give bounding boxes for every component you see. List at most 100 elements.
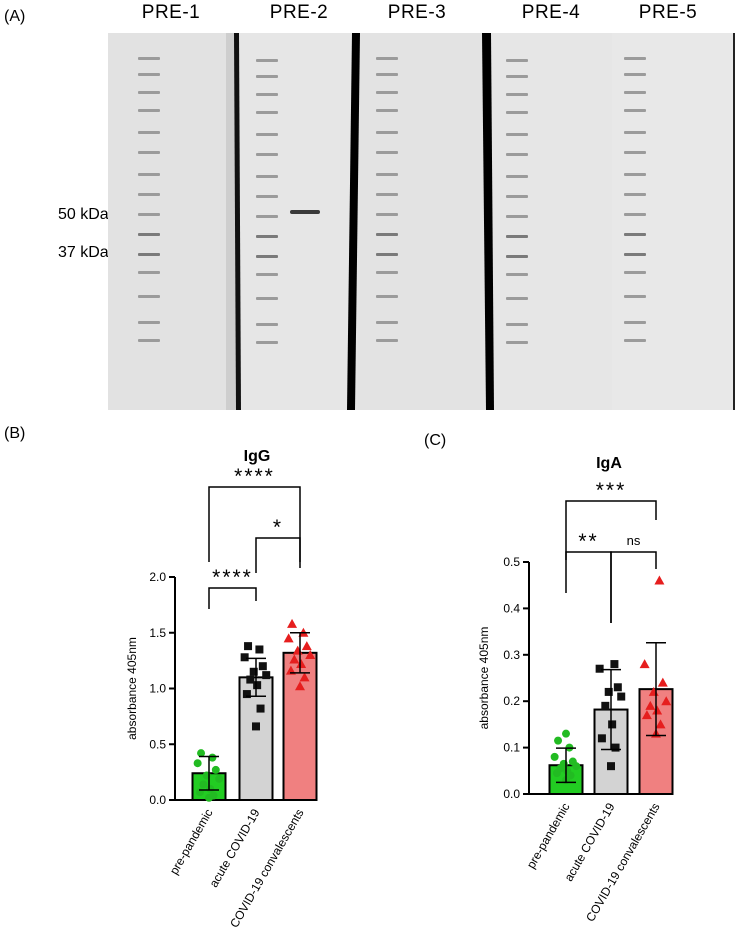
data-point bbox=[240, 653, 249, 662]
ladder-band bbox=[138, 173, 160, 176]
lane-label-pre-4: PRE-4 bbox=[521, 2, 581, 23]
ladder-band bbox=[624, 151, 646, 154]
ladder-band bbox=[506, 93, 528, 96]
ladder-band bbox=[376, 253, 398, 256]
data-point bbox=[657, 677, 668, 687]
ladder-band bbox=[624, 213, 646, 216]
ladder-band bbox=[256, 341, 278, 344]
data-point bbox=[563, 766, 572, 775]
y-tick-label: 1.0 bbox=[149, 682, 166, 696]
ladder-band bbox=[506, 175, 528, 178]
data-point bbox=[255, 645, 264, 654]
ladder-band bbox=[506, 195, 528, 198]
ladder-band bbox=[256, 153, 278, 156]
ladder-band bbox=[376, 151, 398, 154]
ladder-band bbox=[506, 341, 528, 344]
ladder-band bbox=[256, 273, 278, 276]
ladder-band bbox=[138, 91, 160, 94]
data-point bbox=[283, 633, 294, 643]
data-point bbox=[246, 675, 255, 684]
significance-bracket bbox=[565, 500, 657, 560]
data-point bbox=[641, 710, 652, 720]
ladder-band bbox=[624, 295, 646, 298]
significance-bracket bbox=[565, 551, 612, 623]
data-point bbox=[617, 692, 626, 701]
y-tick-label: 0.1 bbox=[503, 741, 520, 755]
data-point bbox=[208, 753, 217, 762]
data-point bbox=[639, 659, 650, 669]
ladder-band bbox=[138, 233, 160, 236]
lane-label-pre-1: PRE-1 bbox=[141, 2, 201, 23]
y-tick-label: 0.5 bbox=[503, 555, 520, 569]
significance-label: *** bbox=[596, 479, 627, 502]
ladder-band bbox=[376, 109, 398, 112]
ladder-band bbox=[138, 109, 160, 112]
ladder-band bbox=[506, 323, 528, 326]
ladder-band bbox=[138, 213, 160, 216]
panel-label-b: (B) bbox=[4, 425, 26, 442]
ladder-band bbox=[256, 133, 278, 136]
lane-label-pre-5: PRE-5 bbox=[638, 2, 698, 23]
category-label: pre-pandemic bbox=[524, 801, 573, 872]
ladder-band bbox=[376, 91, 398, 94]
data-point bbox=[197, 749, 206, 758]
y-tick-label: 0.2 bbox=[503, 694, 520, 708]
ladder-band bbox=[624, 73, 646, 76]
ladder-band bbox=[376, 271, 398, 274]
ladder-band bbox=[138, 253, 160, 256]
y-tick-label: 0.5 bbox=[149, 737, 166, 751]
significance-bracket bbox=[255, 537, 301, 573]
ladder-bands bbox=[138, 57, 646, 344]
ladder-band bbox=[376, 173, 398, 176]
ladder-band bbox=[624, 233, 646, 236]
ladder-band bbox=[256, 175, 278, 178]
data-point bbox=[262, 671, 271, 680]
data-point bbox=[613, 683, 622, 692]
iga-bar-chart: IgA 0.0 0.1 0.2 0.3 0.4 0.5 absorbance 405nm ** n… bbox=[477, 455, 674, 924]
data-point bbox=[299, 672, 310, 682]
ladder-band bbox=[138, 131, 160, 134]
significance-label: **** bbox=[212, 566, 253, 589]
significance-label: ns bbox=[627, 533, 641, 548]
data-point bbox=[611, 743, 620, 752]
marker-label-50kda: 50 kDa bbox=[58, 206, 109, 223]
lane-label-pre-2: PRE-2 bbox=[269, 2, 329, 23]
ladder-band bbox=[138, 321, 160, 324]
ladder-band bbox=[624, 271, 646, 274]
data-point bbox=[301, 641, 312, 651]
data-point bbox=[211, 765, 220, 774]
ladder-band bbox=[624, 57, 646, 60]
ladder-band bbox=[376, 131, 398, 134]
chart-title: IgG bbox=[244, 448, 271, 465]
data-point bbox=[296, 658, 307, 668]
significance-label: **** bbox=[234, 465, 275, 488]
data-point bbox=[289, 654, 300, 664]
y-tick-label: 2.0 bbox=[149, 570, 166, 584]
ladder-band bbox=[506, 111, 528, 114]
ladder-band bbox=[256, 59, 278, 62]
data-point bbox=[292, 645, 303, 655]
western-blot-image bbox=[108, 33, 735, 410]
ladder-band bbox=[138, 271, 160, 274]
ladder-band bbox=[506, 255, 528, 258]
ladder-band bbox=[376, 193, 398, 196]
panel-label-c: (C) bbox=[424, 432, 447, 449]
ladder-band bbox=[376, 321, 398, 324]
ladder-band bbox=[376, 339, 398, 342]
ladder-band bbox=[624, 109, 646, 112]
significance-bracket bbox=[610, 551, 657, 623]
ladder-band bbox=[506, 235, 528, 238]
ladder-band bbox=[624, 173, 646, 176]
ladder-band bbox=[138, 295, 160, 298]
ladder-band bbox=[138, 151, 160, 154]
data-point bbox=[206, 784, 215, 793]
data-point bbox=[199, 780, 208, 789]
y-axis-label: absorbance 405nm bbox=[125, 637, 139, 740]
ladder-band bbox=[624, 253, 646, 256]
ladder-band bbox=[624, 339, 646, 342]
significance-label: ** bbox=[578, 530, 598, 553]
ladder-band bbox=[256, 195, 278, 198]
y-tick-label: 1.5 bbox=[149, 626, 166, 640]
significance-bracket bbox=[208, 486, 301, 562]
y-tick-label: 0.3 bbox=[503, 648, 520, 662]
